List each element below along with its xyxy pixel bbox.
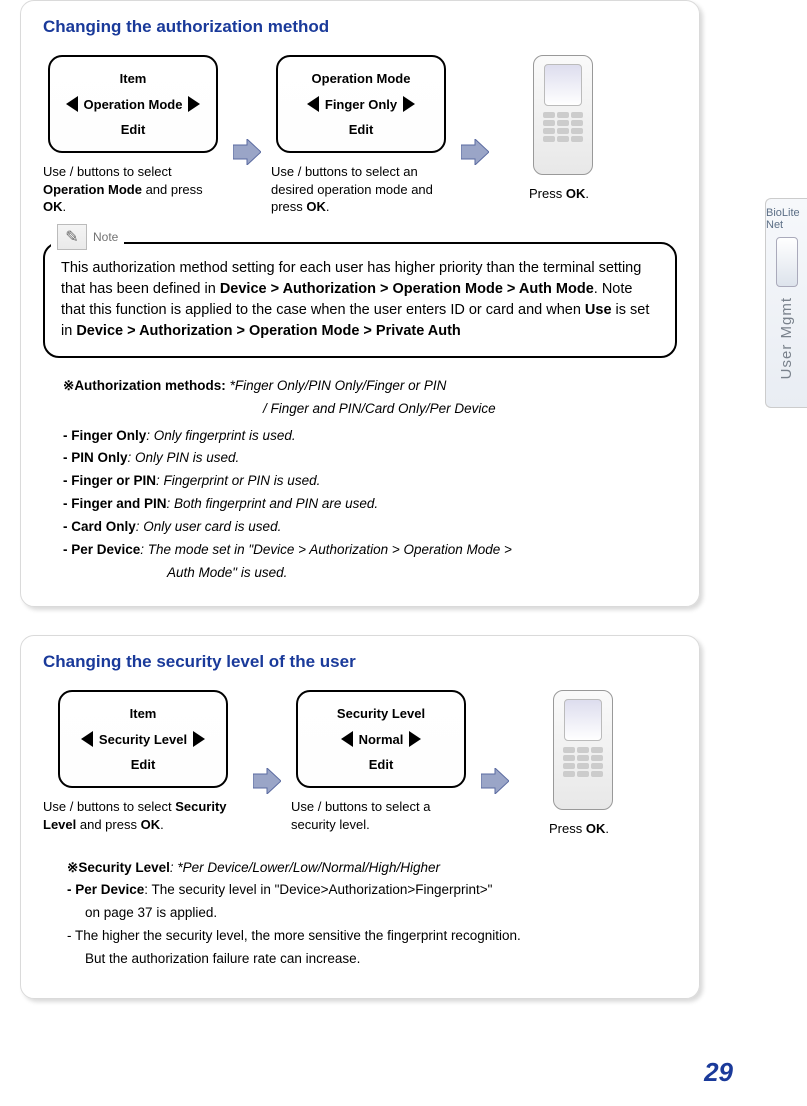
lcd-box-1: Item Security Level Edit — [58, 690, 228, 788]
lcd-box-2: Security Level Normal Edit — [296, 690, 466, 788]
sec-note-2: But the authorization failure rate can i… — [85, 949, 677, 970]
note-label: ✎ Note — [51, 224, 124, 250]
side-tab-brand: BioLite Net — [766, 207, 807, 231]
triangle-right-icon — [409, 731, 421, 747]
lcd-footer: Edit — [369, 757, 394, 772]
heading-security-level: Changing the security level of the user — [43, 652, 677, 672]
lcd-footer: Edit — [121, 122, 146, 137]
section-security-level: Changing the security level of the user … — [20, 635, 700, 999]
step-2: Security Level Normal Edit Use / buttons… — [291, 690, 471, 833]
arrow-right-icon — [461, 139, 489, 165]
step-3: Press OK. — [499, 55, 619, 203]
triangle-left-icon — [81, 731, 93, 747]
triangle-left-icon — [341, 731, 353, 747]
step-2-caption: Use / buttons to select an desired opera… — [271, 163, 451, 216]
step-1-caption: Use / buttons to select Operation Mode a… — [43, 163, 223, 216]
lcd-title: Security Level — [337, 706, 425, 721]
lcd-value: Operation Mode — [84, 97, 183, 112]
step-1: Item Security Level Edit Use / buttons t… — [43, 690, 243, 833]
triangle-right-icon — [188, 96, 200, 112]
lcd-box-2: Operation Mode Finger Only Edit — [276, 55, 446, 153]
step-1: Item Operation Mode Edit Use / buttons t… — [43, 55, 223, 216]
section-auth-method: Changing the authorization method Item O… — [20, 0, 700, 607]
steps-row-2: Item Security Level Edit Use / buttons t… — [43, 690, 677, 838]
lcd-title: Item — [120, 71, 147, 86]
side-tab-section: User Mgmt — [778, 297, 795, 379]
lcd-title: Operation Mode — [312, 71, 411, 86]
step-1-caption: Use / buttons to select Security Level a… — [43, 798, 243, 833]
triangle-left-icon — [66, 96, 78, 112]
device-icon — [533, 55, 593, 175]
arrow-right-icon — [253, 768, 281, 794]
auth-methods: ※Authorization methods: *Finger Only/PIN… — [63, 376, 677, 584]
device-icon — [553, 690, 613, 810]
pencil-icon: ✎ — [57, 224, 87, 250]
triangle-left-icon — [307, 96, 319, 112]
heading-auth-method: Changing the authorization method — [43, 17, 677, 37]
step-3: Press OK. — [519, 690, 639, 838]
lcd-value: Finger Only — [325, 97, 397, 112]
triangle-right-icon — [193, 731, 205, 747]
step-2: Operation Mode Finger Only Edit Use / bu… — [271, 55, 451, 216]
lcd-value: Normal — [359, 732, 404, 747]
arrow-right-icon — [233, 139, 261, 165]
lcd-value: Security Level — [99, 732, 187, 747]
security-levels: ※Security Level: *Per Device/Lower/Low/N… — [67, 858, 677, 971]
arrow-right-icon — [481, 768, 509, 794]
lcd-title: Item — [130, 706, 157, 721]
page-number: 29 — [704, 1057, 733, 1088]
sec-note-1: - The higher the security level, the mor… — [67, 926, 677, 947]
note-block: ✎ Note This authorization method setting… — [43, 242, 677, 358]
per-device-sub: on page 37 is applied. — [85, 903, 677, 924]
mini-device-icon — [776, 237, 798, 287]
triangle-right-icon — [403, 96, 415, 112]
steps-row-1: Item Operation Mode Edit Use / buttons t… — [43, 55, 677, 216]
step-3-caption: Press OK. — [519, 820, 639, 838]
lcd-footer: Edit — [131, 757, 156, 772]
side-tab: BioLite Net User Mgmt — [765, 198, 807, 408]
note-label-text: Note — [93, 230, 118, 244]
step-3-caption: Press OK. — [499, 185, 619, 203]
step-2-caption: Use / buttons to select a security level… — [291, 798, 471, 833]
lcd-box-1: Item Operation Mode Edit — [48, 55, 218, 153]
lcd-footer: Edit — [349, 122, 374, 137]
per-device-cont: Auth Mode" is used. — [167, 563, 677, 584]
note-body: This authorization method setting for ea… — [43, 242, 677, 358]
methods-line2: / Finger and PIN/Card Only/Per Device — [263, 399, 677, 420]
